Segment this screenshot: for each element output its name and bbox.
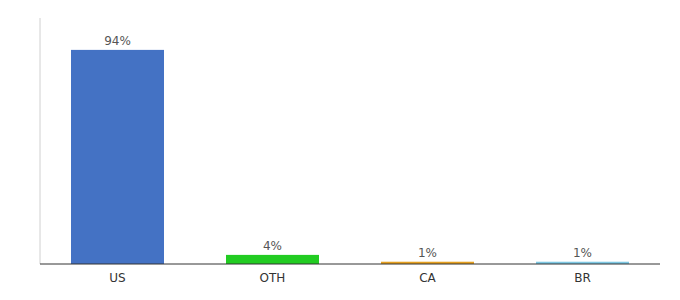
data-label: 1% [573, 246, 592, 260]
bar [226, 255, 319, 264]
bar [71, 50, 164, 264]
x-axis-line [40, 264, 660, 265]
data-label: 1% [418, 246, 437, 260]
x-tick-label: US [109, 271, 125, 285]
x-tick-label: CA [419, 271, 436, 285]
chart-container: 94% 4% 1% 1% US OTH CA BR [0, 0, 680, 300]
data-label: 4% [263, 239, 282, 253]
value-range-line [40, 18, 41, 264]
chart-svg: 94% 4% 1% 1% US OTH CA BR [0, 0, 680, 300]
bars [71, 50, 629, 264]
x-tick-label: BR [574, 271, 591, 285]
data-label: 94% [104, 34, 131, 48]
x-tick-label: OTH [260, 271, 286, 285]
